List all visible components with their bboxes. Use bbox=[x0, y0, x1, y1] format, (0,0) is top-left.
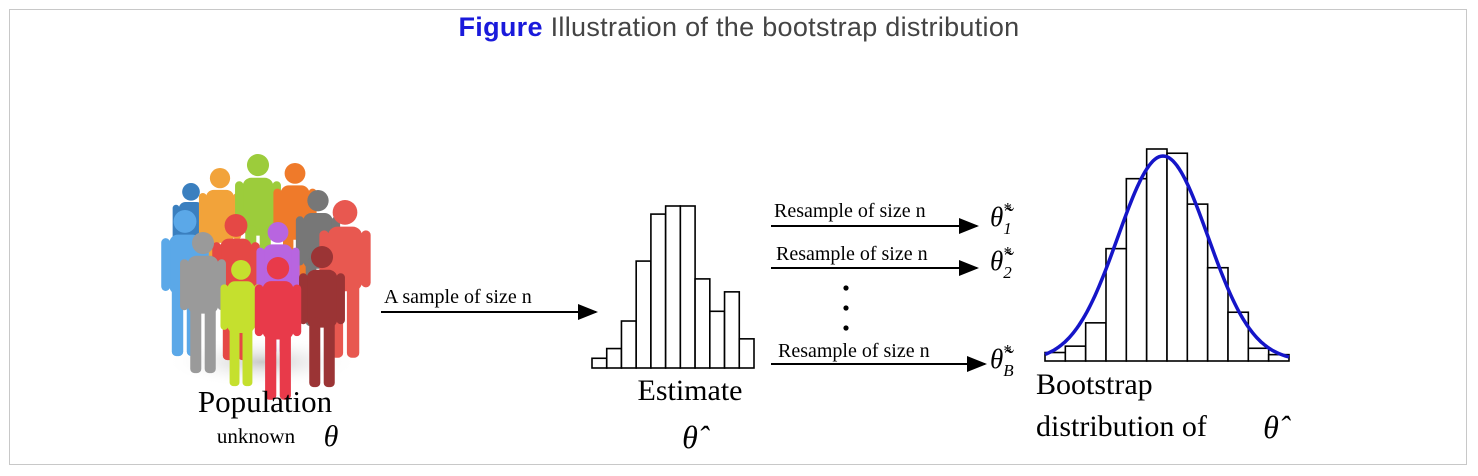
bootstrap-histogram bbox=[1044, 148, 1290, 362]
sample-histogram-bar bbox=[738, 338, 755, 369]
ellipsis-dot bbox=[843, 285, 849, 291]
sample-histogram bbox=[591, 205, 755, 369]
sample-histogram-bar bbox=[694, 278, 711, 369]
sample-histogram-bar bbox=[635, 260, 652, 369]
sample-histogram-bar bbox=[591, 357, 608, 369]
resample-2-theta-symbol: θ̃2* bbox=[990, 243, 1014, 282]
sample-histogram-bar bbox=[664, 205, 682, 369]
person-icon bbox=[180, 232, 226, 374]
bootstrap-label-line1: Bootstrap bbox=[1036, 368, 1153, 401]
ellipsis-dot bbox=[843, 305, 849, 311]
sample-histogram-bar bbox=[650, 213, 667, 369]
population-theta-symbol: θ bbox=[324, 420, 339, 453]
bootstrap-histogram-bar bbox=[1247, 347, 1270, 362]
bootstrap-normal-curve bbox=[1044, 154, 1290, 359]
resample-1-theta-symbol: θ̃1* bbox=[990, 199, 1014, 238]
sample-histogram-bar bbox=[723, 291, 741, 369]
bootstrap-histogram-bar bbox=[1166, 152, 1189, 362]
resample-1: Resample of size n θ̃1* bbox=[771, 199, 1014, 238]
bootstrap-histogram-bar bbox=[1145, 148, 1168, 362]
bootstrap-theta-hat-symbol: θ̂ bbox=[1263, 409, 1291, 445]
figure-title-prefix: Figure bbox=[458, 12, 543, 42]
person-icon bbox=[254, 257, 302, 400]
sample-histogram-bar bbox=[605, 347, 623, 369]
sample-histogram-bar bbox=[709, 310, 726, 369]
bootstrap-histogram-bar bbox=[1064, 345, 1087, 362]
sample-arrow-label: A sample of size n bbox=[384, 286, 532, 308]
figure-title: Figure Illustration of the bootstrap dis… bbox=[0, 12, 1478, 43]
bootstrap-histogram-bar bbox=[1084, 322, 1107, 362]
ellipsis-dots bbox=[843, 285, 849, 331]
resample-2: Resample of size n θ̃2* bbox=[771, 243, 1014, 282]
figure-frame bbox=[9, 9, 1467, 465]
person-icon bbox=[299, 246, 345, 388]
figure-title-text: Illustration of the bootstrap distributi… bbox=[550, 12, 1020, 42]
resample-2-label: Resample of size n bbox=[776, 243, 928, 265]
bootstrap-label-line2: distribution of bbox=[1036, 410, 1207, 443]
sample-histogram-bar bbox=[679, 205, 696, 369]
sample-histogram-bar bbox=[620, 320, 637, 369]
resample-1-label: Resample of size n bbox=[774, 200, 926, 222]
population-label: Population bbox=[198, 384, 333, 419]
resample-b-label: Resample of size n bbox=[778, 340, 930, 362]
resample-b: Resample of size n θ̃B* bbox=[771, 340, 1014, 380]
population-crowd-icon bbox=[161, 154, 371, 400]
population-unknown-label: unknown bbox=[217, 424, 296, 448]
ellipsis-dot bbox=[843, 325, 849, 331]
estimate-label: Estimate bbox=[638, 374, 743, 407]
estimate-theta-hat-symbol: θ̂ bbox=[682, 419, 710, 455]
resample-b-theta-symbol: θ̃B* bbox=[990, 341, 1014, 380]
person-icon bbox=[220, 260, 262, 387]
